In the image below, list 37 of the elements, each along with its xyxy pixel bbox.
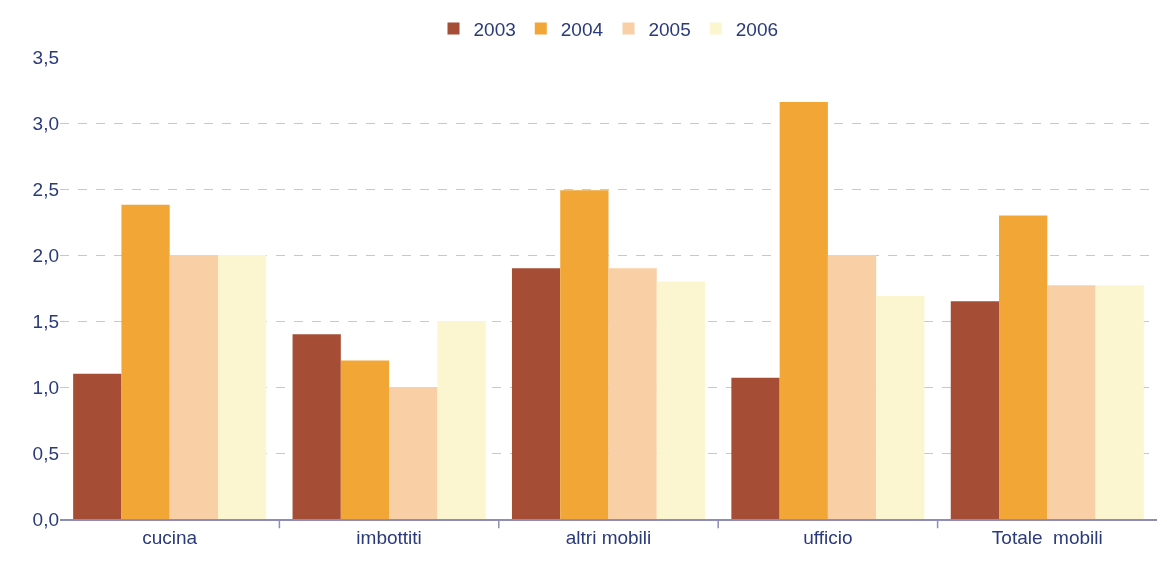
legend-label: 2003 [473,19,516,41]
bar [560,190,609,519]
bar [999,215,1048,519]
x-tick-label: cucina [142,526,198,548]
legend-label: 2005 [648,19,691,41]
bar [340,360,390,519]
x-tick-label: imbottiti [356,526,422,548]
bar [1047,285,1096,519]
bar [876,295,925,519]
x-tick-label: ufficio [803,526,853,548]
y-tick-label: 1,0 [32,376,59,398]
legend-label: 2004 [560,19,604,41]
bar [389,387,438,519]
x-tick-label: Totale mobili [991,526,1103,548]
y-tick-label: 1,5 [32,310,59,332]
bar [73,373,122,519]
bar [121,204,170,519]
bar [608,268,657,519]
bar [292,334,341,519]
y-tick-label: 2,5 [32,178,59,200]
y-tick-label: 3,0 [32,112,59,134]
bar [779,101,828,519]
bar [950,301,1000,519]
y-tick-label: 2,0 [32,244,59,266]
y-tick-label: 3,5 [32,46,59,68]
bar [437,321,486,519]
bar [731,377,780,519]
y-tick-label: 0,5 [32,442,59,464]
bar [827,255,877,519]
bar [217,255,267,519]
legend-label: 2006 [735,19,779,41]
bar [656,281,706,519]
x-tick-label: altri mobili [565,526,652,548]
bar [1095,285,1144,519]
bar [169,255,218,519]
bar [511,268,561,519]
y-tick-label: 0,0 [32,508,59,530]
